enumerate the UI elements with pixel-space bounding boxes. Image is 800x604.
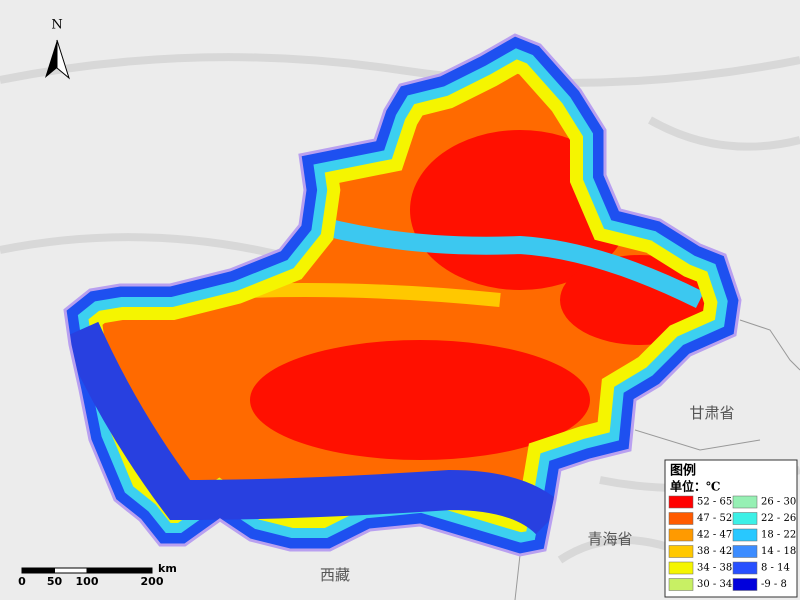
scale-segment (54, 567, 88, 574)
scale-segment (21, 567, 55, 574)
zone (297, 211, 705, 309)
legend-label: 42 - 47 (697, 530, 732, 541)
scale-label: 100 (76, 575, 99, 588)
north-arrow (45, 40, 57, 78)
legend-label: -9 - 8 (761, 579, 787, 590)
province-border (514, 319, 800, 601)
legend-swatch (732, 561, 758, 575)
legend-label: 30 - 34 (697, 579, 732, 590)
legend-swatch (668, 578, 694, 591)
scale-unit: km (158, 562, 177, 575)
legend-swatch (668, 512, 694, 525)
legend-swatch (668, 561, 694, 575)
legend-label: 18 - 22 (761, 530, 796, 541)
zone (250, 340, 590, 460)
legend-swatch (668, 545, 694, 558)
scale-label: 200 (141, 575, 164, 588)
legend-label: 14 - 18 (761, 546, 796, 557)
legend-unit: 单位：℃ (670, 479, 720, 494)
scale-label: 50 (47, 575, 63, 588)
legend-label: 47 - 52 (697, 513, 732, 524)
legend: 图例 单位：℃ 52 - 65 47 - 52 42 - 47 38 - 42 34 -… (664, 459, 798, 598)
legend-swatch (732, 528, 758, 542)
zone (65, 321, 565, 535)
legend-label: 26 - 30 (761, 497, 796, 508)
legend-swatch (668, 495, 694, 509)
terrain-shading (0, 53, 800, 564)
place-label: 西藏 (320, 566, 350, 584)
legend-swatch (732, 578, 758, 591)
legend-label: 52 - 65 (697, 497, 732, 508)
north-label: N (51, 18, 62, 33)
legend-label: 38 - 42 (697, 546, 732, 557)
legend-label: 22 - 26 (761, 513, 796, 524)
place-label: 甘肃省 (689, 404, 734, 422)
scale-label: 0 (18, 575, 26, 588)
scale-segment (86, 567, 153, 574)
north-arrow (56, 39, 70, 80)
legend-label: 34 - 38 (697, 563, 732, 574)
legend-swatch (732, 495, 758, 509)
legend-label: 8 - 14 (761, 563, 790, 574)
legend-swatch (732, 512, 758, 525)
legend-swatch (732, 545, 758, 558)
legend-title: 图例 (670, 463, 696, 479)
place-label: 青海省 (587, 530, 632, 548)
legend-swatch (668, 528, 694, 542)
